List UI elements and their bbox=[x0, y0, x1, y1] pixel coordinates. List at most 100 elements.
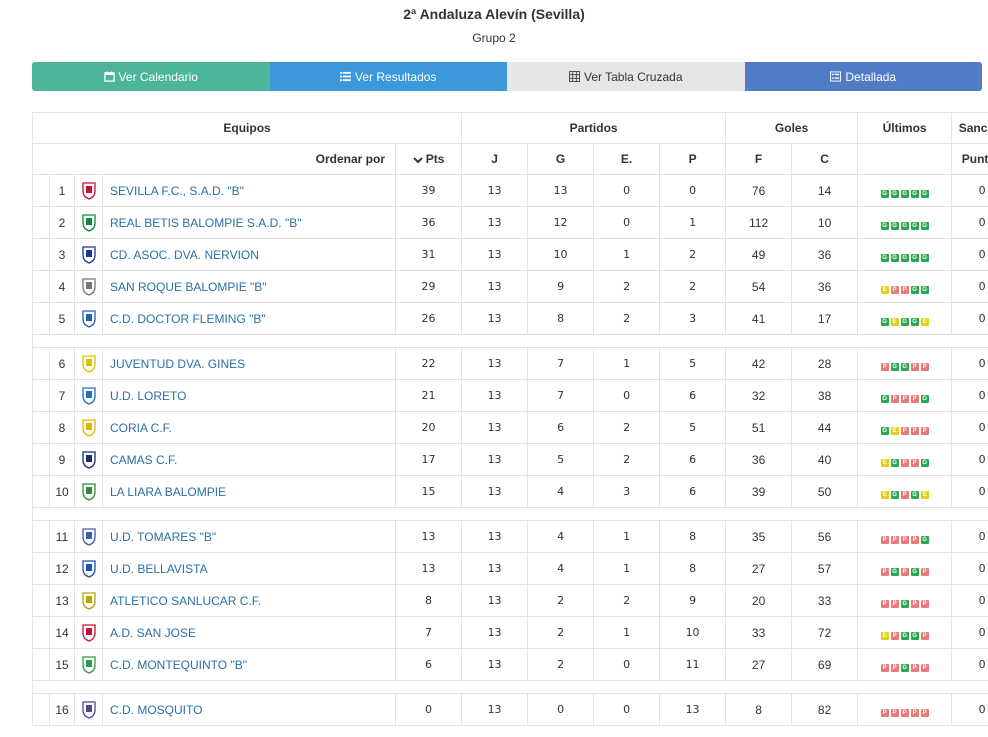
sanction-points: 0 bbox=[951, 552, 988, 585]
san-roque-crest-icon bbox=[81, 277, 96, 296]
form-result-badge: P bbox=[900, 708, 909, 717]
played: 13 bbox=[461, 411, 529, 444]
team-name-link[interactable]: CD. ASOC. DVA. NERVION bbox=[102, 238, 396, 271]
team-name-link[interactable]: C.D. MONTEQUINTO "B" bbox=[102, 648, 396, 681]
drawn: 1 bbox=[593, 347, 661, 380]
drawn: 1 bbox=[593, 552, 661, 585]
sevilla-crest-icon bbox=[81, 181, 96, 200]
goals-against: 10 bbox=[791, 206, 859, 239]
e-header[interactable]: E. bbox=[593, 143, 661, 175]
table-row[interactable]: 1 SEVILLA F.C., S.A.D. "B" 39 13 13 0 0 76 14 G G G… bbox=[32, 174, 988, 207]
goals-for: 32 bbox=[725, 379, 793, 412]
goals-for: 27 bbox=[725, 552, 793, 585]
table-row[interactable]: 14 A.D. SAN JOSE 7 13 2 1 10 33 72 E P G G P 0 bbox=[32, 616, 988, 649]
crest-cell bbox=[74, 443, 103, 476]
goals-for: 36 bbox=[725, 443, 793, 476]
goals-against: 28 bbox=[791, 347, 859, 380]
pts-sort-header[interactable]: Pts bbox=[394, 143, 463, 175]
form-result-badge: P bbox=[920, 599, 929, 608]
j-header[interactable]: J bbox=[461, 143, 529, 175]
team-name-link[interactable]: U.D. TOMARES "B" bbox=[102, 520, 396, 553]
team-name-link[interactable]: LA LIARA BALOMPIE bbox=[102, 475, 396, 508]
table-row[interactable]: 12 U.D. BELLAVISTA 13 13 4 1 8 27 57 P G P G P 0 bbox=[32, 552, 988, 585]
team-name-link[interactable]: A.D. SAN JOSE bbox=[102, 616, 396, 649]
form-result-badge: P bbox=[890, 708, 899, 717]
played: 13 bbox=[461, 302, 529, 335]
form-result-badge: G bbox=[890, 221, 899, 230]
lost: 5 bbox=[659, 347, 727, 380]
form-result-badge: G bbox=[880, 221, 889, 230]
san-jose-crest-icon bbox=[81, 623, 96, 642]
table-row[interactable]: 6 JUVENTUD DVA. GINES 22 13 7 1 5 42 28 P G G P P 0 bbox=[32, 347, 988, 380]
table-row[interactable]: 8 CORIA C.F. 20 13 6 2 5 51 44 G E P P P 0 bbox=[32, 411, 988, 444]
table-row[interactable]: 4 SAN ROQUE BALOMPIE "B" 29 13 9 2 2 54 36 E P P G G 0 bbox=[32, 270, 988, 303]
team-name-link[interactable]: C.D. DOCTOR FLEMING "B" bbox=[102, 302, 396, 335]
form-result-badge: P bbox=[910, 426, 919, 435]
team-name-link[interactable]: C.D. MOSQUITO bbox=[102, 693, 396, 726]
position: 12 bbox=[49, 552, 75, 585]
sanction-points: 0 bbox=[951, 475, 988, 508]
row-spacer bbox=[32, 552, 50, 585]
drawn: 0 bbox=[593, 206, 661, 239]
team-name-link[interactable]: U.D. BELLAVISTA bbox=[102, 552, 396, 585]
sanction-points: 0 bbox=[951, 270, 988, 303]
table-row[interactable]: 13 ATLETICO SANLUCAR C.F. 8 13 2 2 9 20 33 P P G P P 0 bbox=[32, 584, 988, 617]
points: 6 bbox=[394, 648, 463, 681]
table-row[interactable]: 10 LA LIARA BALOMPIE 15 13 4 3 6 39 50 E G P G E 0 bbox=[32, 475, 988, 508]
lost: 6 bbox=[659, 379, 727, 412]
list-icon bbox=[340, 71, 352, 82]
form-result-badge: P bbox=[880, 567, 889, 576]
f-header[interactable]: F bbox=[725, 143, 793, 175]
table-row[interactable]: 2 REAL BETIS BALOMPIE S.A.D. "B" 36 13 12 0 1 1… bbox=[32, 206, 988, 239]
team-name-link[interactable]: SEVILLA F.C., S.A.D. "B" bbox=[102, 174, 396, 207]
table-row[interactable]: 15 C.D. MONTEQUINTO "B" 6 13 2 0 11 27 69 P P G P P 0 bbox=[32, 648, 988, 681]
table-row[interactable]: 16 C.D. MOSQUITO 0 13 0 0 13 8 82 P P P P P 0 bbox=[32, 693, 988, 726]
drawn: 0 bbox=[593, 379, 661, 412]
table-row[interactable]: 7 U.D. LORETO 21 13 7 0 6 32 38 G P P P G 0 bbox=[32, 379, 988, 412]
drawn: 1 bbox=[593, 520, 661, 553]
crosstable-button[interactable]: Ver Tabla Cruzada bbox=[507, 62, 745, 91]
row-spacer bbox=[32, 379, 50, 412]
form-result-badge: G bbox=[920, 535, 929, 544]
form-result-badge: G bbox=[880, 189, 889, 198]
equipos-header: Equipos bbox=[31, 112, 463, 144]
g-header[interactable]: G bbox=[527, 143, 595, 175]
view-button-bar: Ver Calendario Ver Resultados Ver Tabla … bbox=[32, 62, 982, 91]
detailed-button[interactable]: Detallada bbox=[744, 62, 982, 91]
team-name-link[interactable]: JUVENTUD DVA. GINES bbox=[102, 347, 396, 380]
won: 7 bbox=[527, 347, 595, 380]
results-button[interactable]: Ver Resultados bbox=[269, 62, 507, 91]
calendar-icon bbox=[103, 71, 115, 82]
team-name-link[interactable]: U.D. LORETO bbox=[102, 379, 396, 412]
gines-crest-icon bbox=[81, 354, 96, 373]
crest-cell bbox=[74, 379, 103, 412]
position: 11 bbox=[49, 520, 75, 553]
table-row[interactable]: 11 U.D. TOMARES "B" 13 13 4 1 8 35 56 P P P P G 0 bbox=[32, 520, 988, 553]
team-name-link[interactable]: SAN ROQUE BALOMPIE "B" bbox=[102, 270, 396, 303]
table-row[interactable]: 3 CD. ASOC. DVA. NERVION 31 13 10 1 2 49 36 G G G G G… bbox=[32, 238, 988, 271]
team-name-link[interactable]: CORIA C.F. bbox=[102, 411, 396, 444]
drawn: 1 bbox=[593, 238, 661, 271]
crest-cell bbox=[74, 238, 103, 271]
team-name-link[interactable]: ATLETICO SANLUCAR C.F. bbox=[102, 584, 396, 617]
drawn: 0 bbox=[593, 174, 661, 207]
form-result-badge: P bbox=[890, 394, 899, 403]
group-separator bbox=[31, 680, 988, 694]
team-name-link[interactable]: CAMAS C.F. bbox=[102, 443, 396, 476]
played: 13 bbox=[461, 270, 529, 303]
c-header[interactable]: C bbox=[791, 143, 859, 175]
team-name-link[interactable]: REAL BETIS BALOMPIE S.A.D. "B" bbox=[102, 206, 396, 239]
table-row[interactable]: 9 CAMAS C.F. 17 13 5 2 6 36 40 E G P P G 0 bbox=[32, 443, 988, 476]
crest-cell bbox=[74, 584, 103, 617]
table-row[interactable]: 5 C.D. DOCTOR FLEMING "B" 26 13 8 2 3 41 17 G E G G E… bbox=[32, 302, 988, 335]
position: 6 bbox=[49, 347, 75, 380]
p-header[interactable]: P bbox=[659, 143, 727, 175]
calendar-button[interactable]: Ver Calendario bbox=[32, 62, 270, 91]
position: 9 bbox=[49, 443, 75, 476]
